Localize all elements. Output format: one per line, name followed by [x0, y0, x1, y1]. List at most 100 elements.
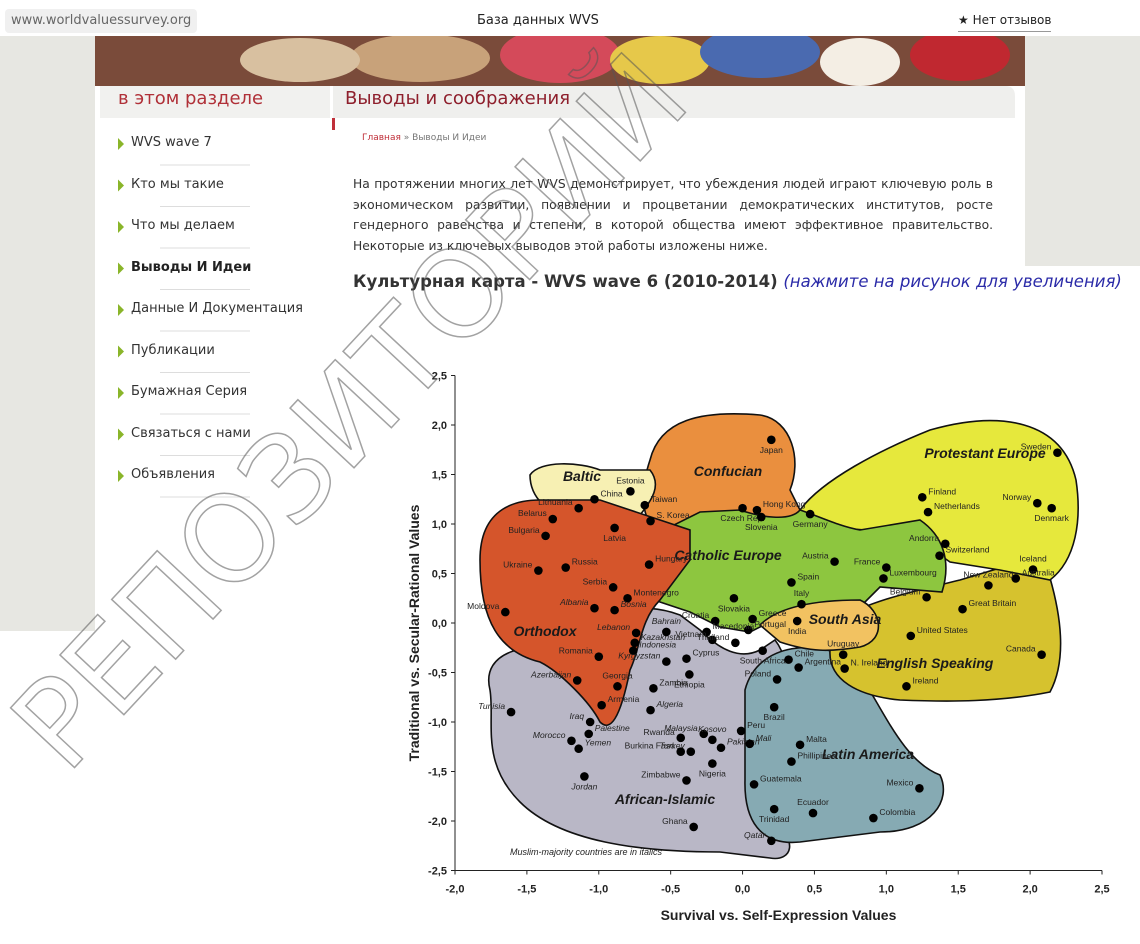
breadcrumb-home[interactable]: Главная — [362, 133, 401, 143]
country-point — [646, 517, 655, 526]
country-point — [922, 593, 931, 602]
zone-label: South Asia — [809, 611, 882, 627]
map-heading: Культурная карта - WVS wave 6 (2010-2014… — [353, 272, 1122, 291]
country-label: Greece — [759, 608, 787, 618]
country-point — [590, 604, 599, 613]
country-point — [958, 605, 967, 614]
menu-item[interactable]: WVS wave 7 — [131, 135, 212, 150]
country-label: Netherlands — [934, 501, 980, 511]
menu-item[interactable]: Выводы И Идеи — [131, 260, 251, 275]
country-label: Brazil — [764, 712, 785, 722]
y-tick-label: 1,0 — [432, 519, 447, 531]
country-label: Argentina — [805, 657, 842, 667]
country-point — [787, 757, 796, 766]
menu-item[interactable]: Данные И Документация — [131, 301, 303, 316]
country-point — [757, 513, 766, 522]
zone-label: Confucian — [694, 463, 762, 479]
menu-item[interactable]: Связаться с нами — [131, 426, 251, 441]
country-label: N. Ireland — [851, 658, 888, 668]
country-label: Trinidad — [759, 814, 790, 824]
menu-item[interactable]: Публикации — [131, 343, 215, 358]
country-point — [640, 501, 649, 510]
country-point — [750, 780, 759, 789]
country-label: Croatia — [682, 610, 710, 620]
country-label: Jordan — [570, 781, 597, 791]
url[interactable]: www.worldvaluessurvey.org — [5, 9, 197, 33]
menu-item[interactable]: Кто мы такие — [131, 177, 224, 192]
x-axis-title: Survival vs. Self-Expression Values — [661, 907, 897, 923]
y-tick-label: -2,5 — [428, 866, 447, 878]
country-label: Austria — [802, 551, 829, 561]
country-label: Nigeria — [699, 769, 726, 779]
country-label: Kosovo — [698, 724, 727, 734]
country-point — [784, 655, 793, 664]
country-point — [902, 682, 911, 691]
country-point — [590, 495, 599, 504]
feedback-button[interactable]: ★ Нет отзывов — [958, 9, 1051, 32]
country-point — [915, 784, 924, 793]
country-label: Guatemala — [760, 773, 802, 783]
country-label: Indonesia — [639, 640, 676, 650]
country-point — [918, 493, 927, 502]
menu-item[interactable]: Бумажная Серия — [131, 384, 247, 399]
y-tick-label: -2,0 — [428, 816, 447, 828]
country-point — [797, 600, 806, 609]
country-point — [737, 727, 746, 736]
country-label: Spain — [797, 571, 819, 581]
country-point — [806, 510, 815, 519]
country-point — [787, 578, 796, 587]
country-point — [573, 676, 582, 685]
country-point — [594, 652, 603, 661]
country-label: Albania — [559, 597, 589, 607]
country-point — [731, 639, 740, 648]
country-label: Russia — [572, 557, 598, 567]
country-label: Latvia — [603, 533, 626, 543]
country-point — [662, 657, 671, 666]
country-point — [906, 632, 915, 641]
country-point — [717, 743, 726, 752]
y-tick-label: -1,0 — [428, 717, 447, 729]
country-point — [646, 706, 655, 715]
country-point — [793, 617, 802, 626]
country-point — [689, 823, 698, 832]
country-label: Zambia — [659, 677, 688, 687]
country-point — [879, 574, 888, 583]
country-label: Sweden — [1021, 442, 1052, 452]
country-label: Macedonia — [713, 621, 755, 631]
country-point — [1047, 504, 1056, 513]
country-label: Germany — [793, 519, 829, 529]
country-label: France — [854, 557, 881, 567]
menu-item[interactable]: Что мы делаем — [131, 218, 235, 233]
x-tick-label: 1,0 — [879, 884, 894, 896]
cultural-map[interactable]: -2,5-2,0-1,5-1,0-0,50,00,51,01,52,02,5-2… — [375, 362, 1140, 944]
country-point — [632, 629, 641, 638]
map-hint[interactable]: (нажмите на рисунок для увеличения) — [783, 272, 1121, 291]
country-point — [794, 663, 803, 672]
sidebar-title: в этом разделе — [118, 88, 263, 109]
country-point — [574, 504, 583, 513]
menu-item[interactable]: Объявления — [131, 467, 215, 482]
country-label: Ireland — [912, 675, 938, 685]
country-label: Phillipines — [797, 751, 835, 761]
main-title: Выводы и соображения — [345, 88, 570, 109]
country-label: Armenia — [608, 694, 640, 704]
x-tick-label: -0,5 — [661, 884, 680, 896]
country-label: Belgium — [890, 586, 921, 596]
country-point — [662, 628, 671, 637]
country-label: Iraq — [569, 711, 584, 721]
country-label: Belarus — [518, 508, 547, 518]
map-note: Muslim-majority countries are in italics — [510, 847, 663, 857]
country-point — [770, 703, 779, 712]
country-point — [738, 504, 747, 513]
country-label: Palestine — [595, 723, 630, 733]
breadcrumb: Главная » Выводы И Идеи — [362, 133, 486, 143]
country-point — [682, 654, 691, 663]
y-tick-label: 2,0 — [432, 420, 447, 432]
country-label: Algeria — [656, 699, 684, 709]
country-label: Australia — [1022, 567, 1055, 577]
x-tick-label: -1,5 — [517, 884, 536, 896]
country-point — [613, 682, 622, 691]
intro-paragraph: На протяжении многих лет WVS демонстриру… — [353, 174, 993, 256]
country-point — [796, 740, 805, 749]
zone-label: English Speaking — [877, 655, 994, 671]
